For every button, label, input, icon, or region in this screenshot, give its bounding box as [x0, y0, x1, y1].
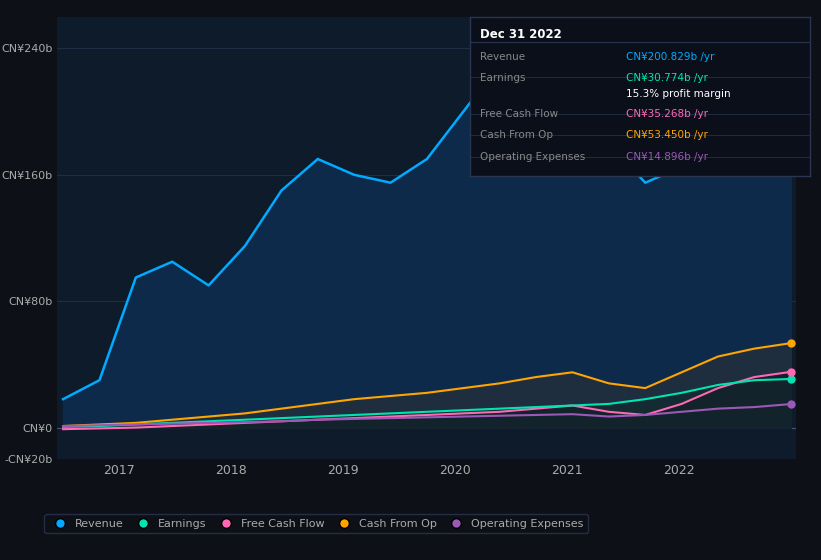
Text: 15.3% profit margin: 15.3% profit margin	[626, 88, 731, 99]
Text: CN¥35.268b /yr: CN¥35.268b /yr	[626, 109, 709, 119]
Text: CN¥200.829b /yr: CN¥200.829b /yr	[626, 52, 715, 62]
Text: CN¥30.774b /yr: CN¥30.774b /yr	[626, 73, 709, 83]
Text: Cash From Op: Cash From Op	[479, 130, 553, 140]
Text: CN¥14.896b /yr: CN¥14.896b /yr	[626, 152, 709, 162]
Text: Operating Expenses: Operating Expenses	[479, 152, 585, 162]
Text: Free Cash Flow: Free Cash Flow	[479, 109, 558, 119]
Text: Earnings: Earnings	[479, 73, 525, 83]
Text: CN¥53.450b /yr: CN¥53.450b /yr	[626, 130, 709, 140]
Legend: Revenue, Earnings, Free Cash Flow, Cash From Op, Operating Expenses: Revenue, Earnings, Free Cash Flow, Cash …	[44, 515, 588, 533]
Text: Dec 31 2022: Dec 31 2022	[479, 28, 562, 41]
Text: Revenue: Revenue	[479, 52, 525, 62]
